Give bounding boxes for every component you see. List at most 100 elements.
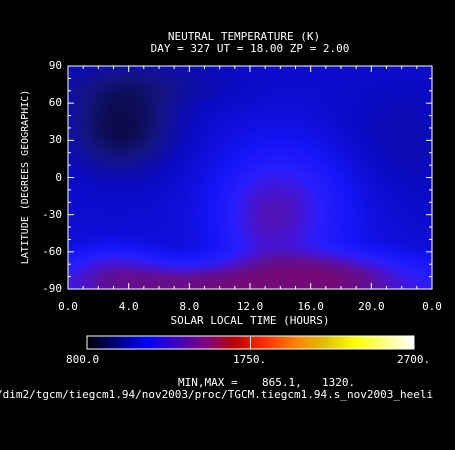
heatmap-cell bbox=[280, 229, 285, 234]
heatmap-cell bbox=[296, 109, 301, 115]
heatmap-cell bbox=[304, 217, 309, 222]
heatmap-cell bbox=[72, 261, 77, 266]
heatmap-cell bbox=[136, 237, 141, 242]
heatmap-cell bbox=[356, 161, 361, 167]
heatmap-cell bbox=[160, 125, 165, 131]
heatmap-cell bbox=[204, 113, 209, 119]
heatmap-cell bbox=[392, 281, 397, 286]
heatmap-cell bbox=[200, 253, 205, 258]
heatmap-cell bbox=[92, 201, 97, 206]
heatmap-cell bbox=[164, 125, 169, 131]
heatmap-cell bbox=[196, 93, 201, 99]
heatmap-cell bbox=[160, 105, 165, 111]
heatmap-cell bbox=[344, 69, 349, 75]
heatmap-cell bbox=[380, 265, 385, 270]
heatmap-cell bbox=[348, 69, 353, 75]
heatmap-cell bbox=[256, 241, 261, 246]
heatmap-cell bbox=[112, 257, 117, 262]
heatmap-cell bbox=[316, 121, 321, 127]
heatmap-cell bbox=[156, 101, 161, 107]
heatmap-cell bbox=[172, 93, 177, 99]
heatmap-cell bbox=[372, 93, 377, 99]
heatmap-cell bbox=[156, 189, 161, 195]
heatmap-cell bbox=[356, 209, 361, 214]
heatmap-cell bbox=[336, 141, 341, 147]
heatmap-cell bbox=[272, 213, 277, 218]
heatmap-cell bbox=[108, 189, 113, 195]
heatmap-cell bbox=[400, 201, 405, 206]
heatmap-cell bbox=[172, 165, 177, 171]
heatmap-cell bbox=[216, 225, 221, 230]
heatmap-cell bbox=[392, 73, 397, 79]
heatmap-cell bbox=[304, 249, 309, 254]
heatmap-cell bbox=[220, 73, 225, 79]
heatmap-cell bbox=[164, 169, 169, 175]
heatmap-cell bbox=[188, 85, 193, 91]
heatmap-cell bbox=[152, 133, 157, 139]
heatmap-cell bbox=[188, 66, 193, 71]
heatmap-cell bbox=[140, 129, 145, 135]
heatmap-cell bbox=[420, 141, 425, 147]
heatmap-cell bbox=[152, 209, 157, 214]
heatmap-cell bbox=[240, 169, 245, 175]
heatmap-cell bbox=[208, 69, 213, 75]
heatmap-cell bbox=[264, 281, 269, 286]
heatmap-cell bbox=[248, 69, 253, 75]
heatmap-cell bbox=[132, 165, 137, 171]
heatmap-cell bbox=[220, 81, 225, 87]
heatmap-cell bbox=[76, 189, 81, 195]
heatmap-cell bbox=[280, 173, 285, 179]
heatmap-cell bbox=[76, 73, 81, 79]
heatmap-cell bbox=[204, 221, 209, 226]
heatmap-cell bbox=[400, 237, 405, 242]
heatmap-cell bbox=[188, 145, 193, 151]
heatmap-cell bbox=[136, 69, 141, 75]
heatmap-cell bbox=[316, 185, 321, 191]
heatmap-cell bbox=[384, 161, 389, 167]
heatmap-cell bbox=[428, 189, 433, 195]
heatmap-cell bbox=[264, 89, 269, 95]
heatmap-cell bbox=[332, 177, 337, 183]
heatmap-cell bbox=[268, 173, 273, 179]
heatmap-cell bbox=[132, 145, 137, 151]
heatmap-cell bbox=[152, 73, 157, 79]
heatmap-cell bbox=[308, 217, 313, 222]
heatmap-cell bbox=[360, 73, 365, 79]
heatmap-cell bbox=[320, 149, 325, 155]
heatmap-cell bbox=[96, 193, 101, 199]
heatmap-cell bbox=[136, 201, 141, 206]
heatmap-cell bbox=[80, 145, 85, 151]
heatmap-cell bbox=[232, 93, 237, 99]
heatmap-cell bbox=[124, 245, 129, 250]
heatmap-cell bbox=[348, 141, 353, 147]
heatmap-cell bbox=[124, 149, 129, 155]
heatmap-cell bbox=[172, 241, 177, 246]
heatmap-cell bbox=[200, 97, 205, 103]
heatmap-cell bbox=[160, 66, 165, 71]
heatmap-cell bbox=[96, 145, 101, 151]
heatmap-cell bbox=[392, 197, 397, 202]
heatmap-cell bbox=[372, 217, 377, 222]
heatmap-cell bbox=[324, 189, 329, 195]
heatmap-cell bbox=[420, 109, 425, 115]
heatmap-cell bbox=[380, 189, 385, 195]
heatmap-cell bbox=[164, 129, 169, 135]
heatmap-cell bbox=[268, 273, 273, 278]
heatmap-cell bbox=[156, 145, 161, 151]
heatmap-cell bbox=[104, 261, 109, 266]
heatmap-cell bbox=[264, 173, 269, 179]
heatmap-cell bbox=[372, 277, 377, 282]
heatmap-cell bbox=[276, 105, 281, 111]
heatmap-cell bbox=[404, 273, 409, 278]
heatmap-cell bbox=[72, 213, 77, 218]
heatmap-cell bbox=[172, 81, 177, 87]
heatmap-cell bbox=[144, 261, 149, 266]
heatmap-cell bbox=[152, 193, 157, 199]
heatmap-cell bbox=[184, 66, 189, 71]
heatmap-cell bbox=[280, 161, 285, 167]
heatmap-cell bbox=[88, 189, 93, 195]
heatmap-cell bbox=[164, 69, 169, 75]
heatmap-cell bbox=[412, 233, 417, 238]
heatmap-cell bbox=[296, 273, 301, 278]
heatmap-cell bbox=[348, 97, 353, 103]
